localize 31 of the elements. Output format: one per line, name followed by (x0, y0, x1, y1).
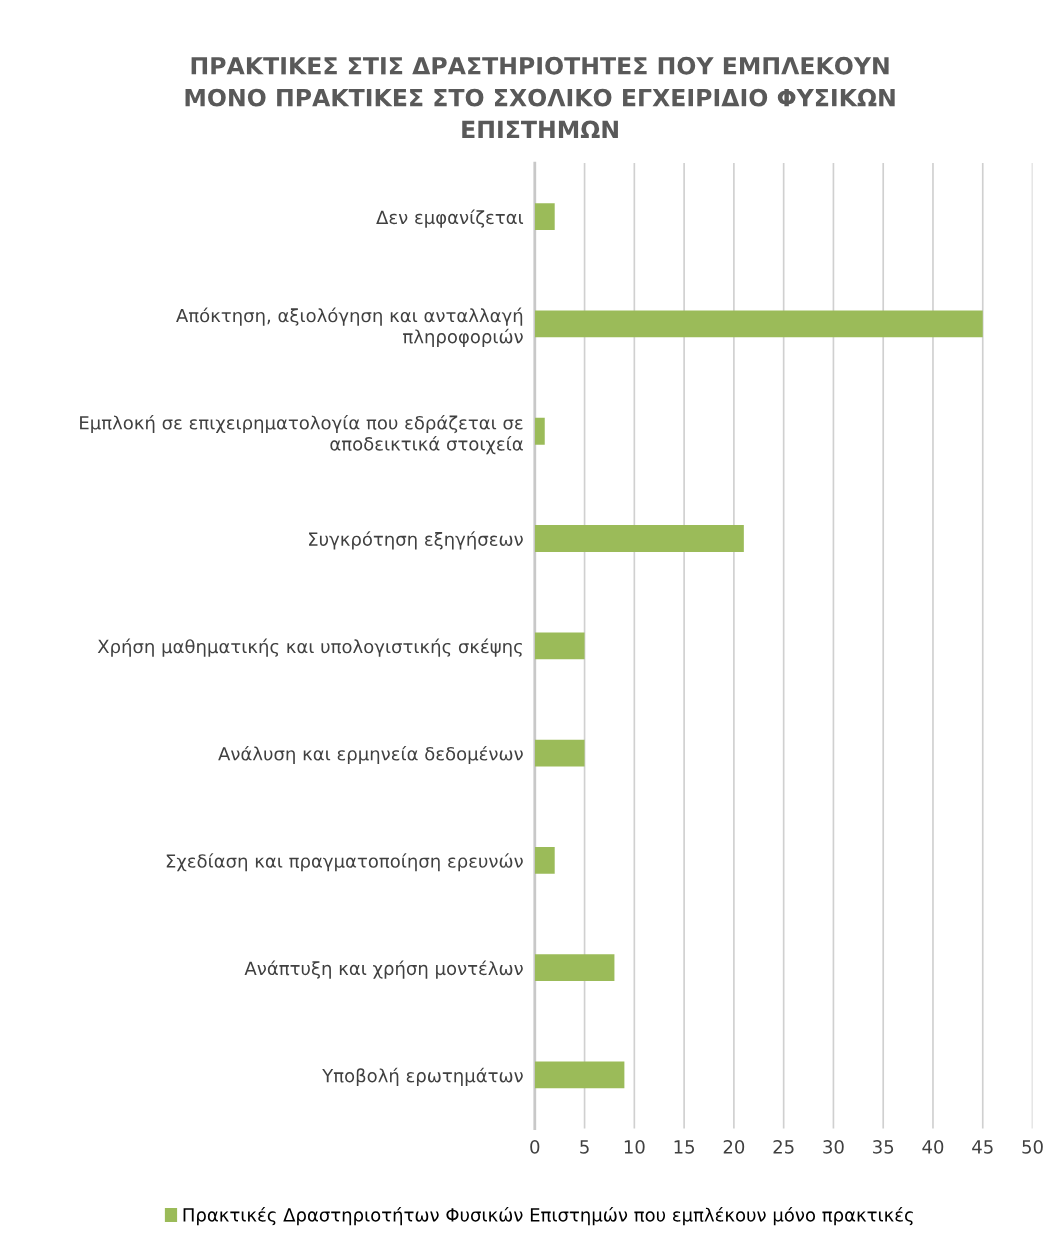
y-tick-label: Ανάπτυξη και χρήση μοντέλων (244, 960, 523, 979)
x-tick-label: 0 (530, 1140, 540, 1154)
x-tick-label: 40 (922, 1140, 944, 1154)
bar (534, 417, 545, 445)
x-tick-label: 35 (873, 1140, 894, 1154)
y-tick-label: Δεν εμφανίζεται (376, 209, 524, 228)
x-tick-label: 25 (773, 1140, 794, 1154)
y-tick-label: Συγκρότηση εξηγήσεων (309, 531, 523, 550)
bar (534, 310, 983, 338)
bar (534, 203, 555, 231)
bar (534, 632, 585, 660)
bar (534, 739, 585, 767)
x-tick-label: 5 (580, 1140, 589, 1154)
bar (534, 954, 615, 982)
x-tick-label: 30 (823, 1140, 844, 1154)
x-tick-label: 50 (1022, 1140, 1043, 1154)
bar (534, 525, 744, 552)
y-tick-label: Χρήση μαθηματικής και υπολογιστικής σκέψης (97, 638, 522, 657)
x-tick-label: 10 (624, 1140, 645, 1154)
bar (534, 1061, 625, 1089)
x-tick-label: 45 (972, 1140, 993, 1154)
x-tick-label: 20 (723, 1140, 745, 1154)
bar (534, 846, 555, 874)
y-tick-label: Ανάλυση και ερμηνεία δεδομένων (218, 745, 523, 765)
y-tick-label: Υποβολή ερωτημάτων (322, 1067, 523, 1086)
y-tick-label: Σχεδίαση και πραγματοποίηση ερευνών (166, 853, 523, 872)
y-tick-label: Εμπλοκή σε επιχειρηματολογία που εδράζεται σε αποδεικτικά στοιχεία (80, 414, 523, 455)
chart-title: ΠΡΑΚΤΙΚΕΣ ΣΤΙΣ ΔΡΑΣΤΗΡΙΟΤΗΤΕΣ ΠΟΥ ΕΜΠΛΕΚΟΥΝ ΜΟΝΟ ΠΡΑΚΤΙΚΕΣ ΣΤΟ ΣΧΟΛΙΚΟ ΕΓΧΕΙΡΙΔΙΟ ΦΥΣΙΚΩΝ ΕΠΙΣΤΗΜΩΝ (185, 56, 895, 139)
x-tick-label: 15 (674, 1140, 695, 1154)
legend-label: Πρακτικές Δραστηριοτήτων Φυσικών Επιστημών που εμπλέκουν μόνο πρακτικές (183, 1206, 913, 1226)
y-tick-label: Απόκτηση, αξιολόγηση και ανταλλαγή πληροφοριών (176, 307, 523, 347)
